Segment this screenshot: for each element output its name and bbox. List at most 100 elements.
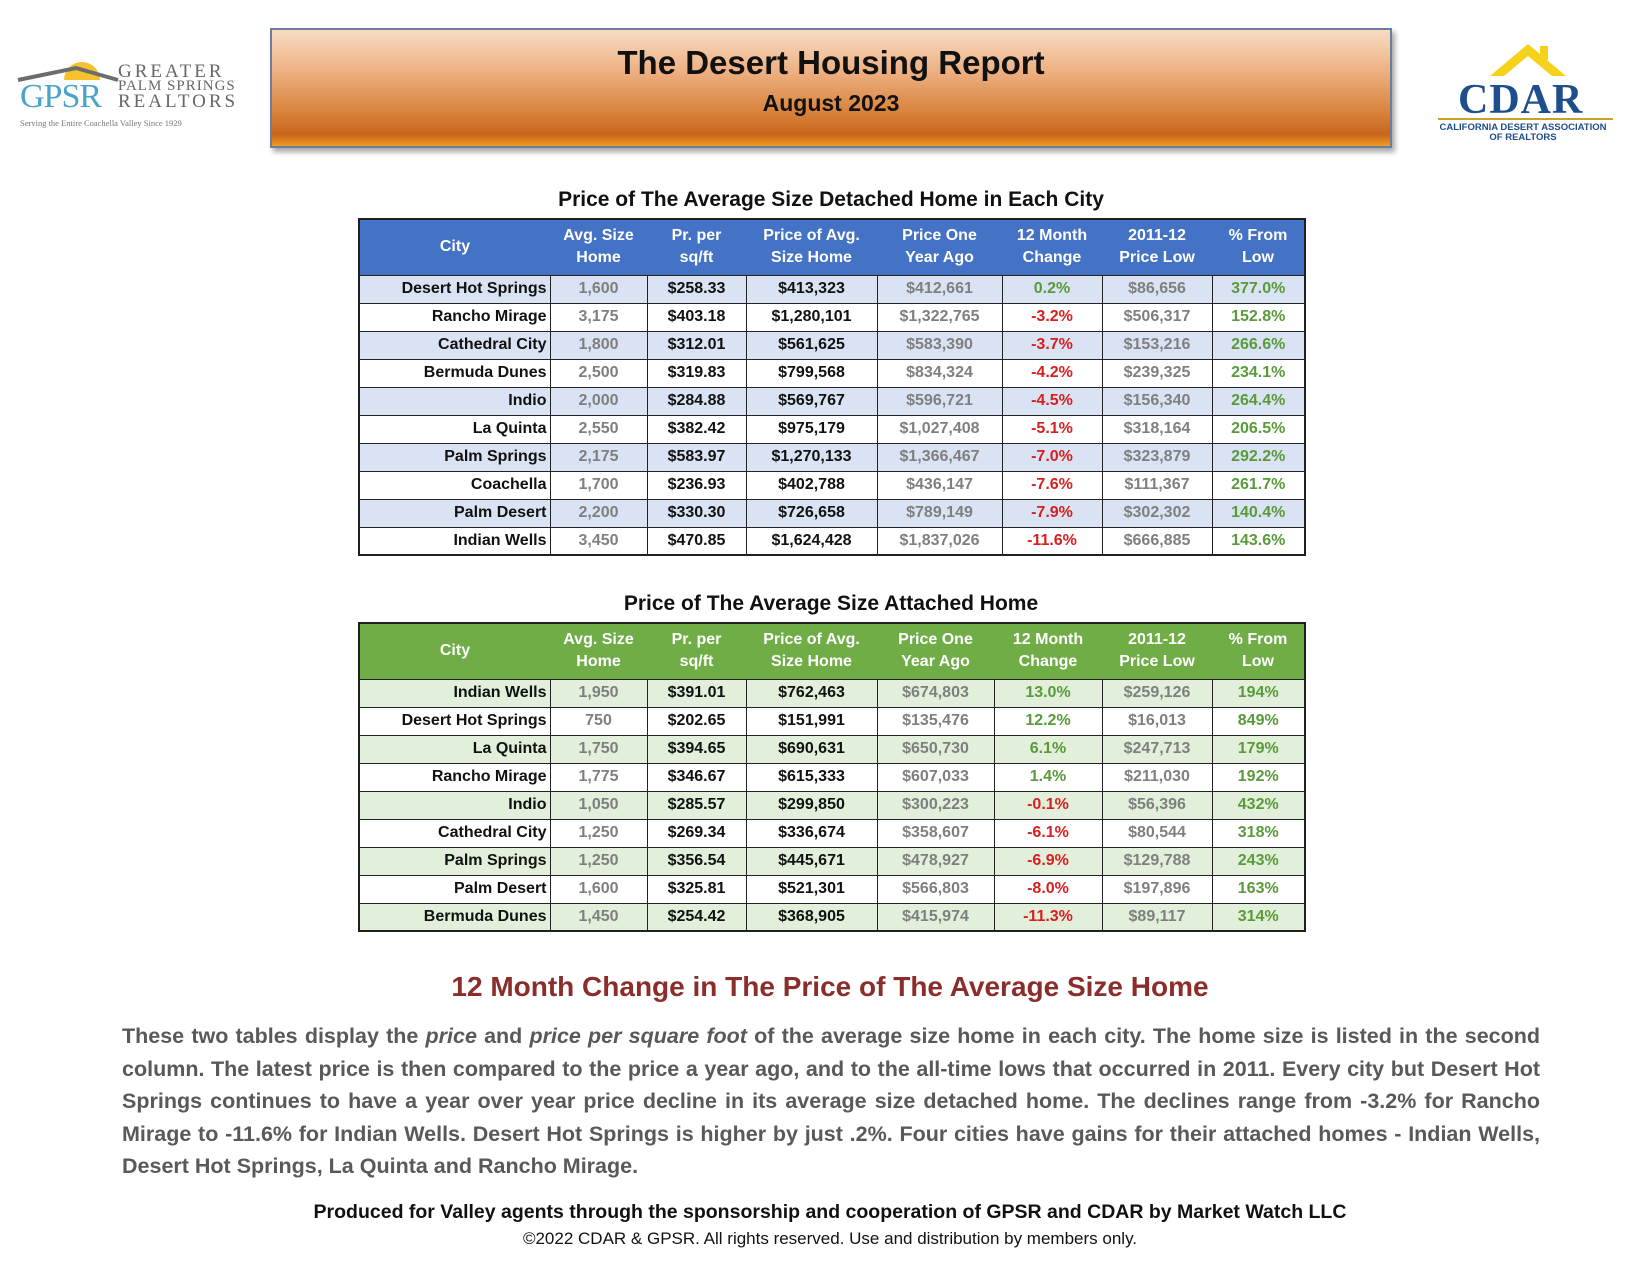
avg-price-cell: $975,179 (745, 414, 878, 444)
year-ago-price-cell: $1,322,765 (876, 302, 1003, 332)
column-header-line: 12 Month (1012, 631, 1084, 649)
year-ago-price-cell: $358,607 (876, 818, 995, 848)
twelve-month-change-cell: -4.5% (1001, 386, 1103, 416)
column-header-line: 2011-12 (1128, 227, 1186, 245)
percent-from-low-cell: 140.4% (1211, 498, 1306, 528)
price-per-sqft-cell: $391.01 (646, 678, 747, 708)
avg-price-cell: $521,301 (745, 874, 878, 904)
avg-size-cell: 2,000 (549, 386, 648, 416)
avg-size-cell: 1,600 (549, 274, 648, 304)
avg-price-cell: $445,671 (745, 846, 878, 876)
year-ago-price-cell: $300,223 (876, 790, 995, 820)
table-row: Bermuda Dunes 2,500 $319.83 $799,568 $834,32… (358, 358, 1306, 388)
year-ago-price-cell: $1,027,408 (876, 414, 1003, 444)
avg-size-cell: 1,775 (549, 762, 648, 792)
column-header: 12 Month Change (994, 623, 1102, 679)
avg-price-cell: $762,463 (745, 678, 878, 708)
column-header: Price of Avg. Size Home (746, 219, 877, 275)
cdar-name-line2: OF REALTORS (1489, 132, 1557, 143)
column-header: City (359, 623, 550, 679)
table-row: Indian Wells 3,450 $470.85 $1,624,428 $1,837… (358, 526, 1306, 556)
percent-from-low-cell: 194% (1211, 678, 1306, 708)
avg-size-cell: 1,950 (549, 678, 648, 708)
year-ago-price-cell: $583,390 (876, 330, 1003, 360)
price-per-sqft-cell: $403.18 (646, 302, 747, 332)
avg-size-cell: 1,600 (549, 874, 648, 904)
detached-home-table: City Avg. Size Home Pr. per sq/ft Price of Av… (358, 218, 1306, 556)
percent-from-low-cell: 292.2% (1211, 442, 1306, 472)
column-header-line: sq/ft (679, 249, 714, 267)
percent-from-low-cell: 318% (1211, 818, 1306, 848)
avg-size-cell: 1,450 (549, 902, 648, 932)
percent-from-low-cell: 163% (1211, 874, 1306, 904)
city-cell: Cathedral City (358, 818, 551, 848)
commentary-emphasis-price: price (425, 1024, 477, 1048)
report-title-banner: The Desert Housing Report August 2023 (270, 28, 1392, 148)
table-row: Bermuda Dunes 1,450 $254.42 $368,905 $415,97… (358, 902, 1306, 932)
footer-credits: Produced for Valley agents through the s… (313, 1201, 1347, 1223)
column-header: 2011-12 Price Low (1102, 623, 1212, 679)
avg-size-cell: 1,250 (549, 846, 648, 876)
twelve-month-change-cell: -5.1% (1001, 414, 1103, 444)
price-per-sqft-cell: $325.81 (646, 874, 747, 904)
price-per-sqft-cell: $269.34 (646, 818, 747, 848)
avg-size-cell: 1,050 (549, 790, 648, 820)
column-header-line: sq/ft (679, 653, 714, 671)
column-header-line: Home (576, 249, 621, 267)
year-ago-price-cell: $412,661 (876, 274, 1003, 304)
avg-price-cell: $402,788 (745, 470, 878, 500)
column-header: Pr. per sq/ft (647, 219, 746, 275)
gpsr-full-name: GREATER PALM SPRINGS REALTORS (118, 62, 238, 111)
price-low-cell: $56,396 (1101, 790, 1213, 820)
table-row: Coachella 1,700 $236.93 $402,788 $436,147 -7.… (358, 470, 1306, 500)
price-low-cell: $247,713 (1101, 734, 1213, 764)
city-cell: Indio (358, 790, 551, 820)
column-header: 12 Month Change (1002, 219, 1102, 275)
cdar-name-line1: CALIFORNIA DESERT ASSOCIATION (1439, 122, 1607, 133)
city-cell: La Quinta (358, 734, 551, 764)
table-row: Palm Desert 2,200 $330.30 $726,658 $789,149-… (358, 498, 1306, 528)
gpsr-abbreviation: GPSR (20, 78, 102, 115)
year-ago-price-cell: $789,149 (876, 498, 1003, 528)
twelve-month-change-cell: 0.2% (1001, 274, 1103, 304)
table-row: Cathedral City 1,800 $312.01 $561,625 $583,3… (358, 330, 1306, 360)
twelve-month-change-cell: -6.9% (993, 846, 1103, 876)
price-per-sqft-cell: $319.83 (646, 358, 747, 388)
column-header: Price One Year Ago (877, 219, 1002, 275)
avg-price-cell: $1,624,428 (745, 526, 878, 556)
house-roof-icon (1490, 44, 1566, 76)
table-row: Desert Hot Springs 750 $202.65 $151,991 $135… (358, 706, 1306, 736)
price-low-cell: $323,879 (1101, 442, 1213, 472)
city-cell: Palm Desert (358, 498, 551, 528)
percent-from-low-cell: 234.1% (1211, 358, 1306, 388)
price-per-sqft-cell: $284.88 (646, 386, 747, 416)
avg-price-cell: $413,323 (745, 274, 878, 304)
twelve-month-change-cell: -7.0% (1001, 442, 1103, 472)
year-ago-price-cell: $478,927 (876, 846, 995, 876)
commentary-text-3: of the average size home in each city. T… (122, 1024, 1541, 1178)
year-ago-price-cell: $674,803 (876, 678, 995, 708)
column-header-line: Price Low (1119, 653, 1195, 671)
price-low-cell: $80,544 (1101, 818, 1213, 848)
twelve-month-change-cell: -6.1% (993, 818, 1103, 848)
column-header-line: Pr. per (671, 227, 722, 245)
price-per-sqft-cell: $583.97 (646, 442, 747, 472)
avg-size-cell: 2,550 (549, 414, 648, 444)
commentary-emphasis-ppsf: price per square foot (529, 1024, 747, 1048)
percent-from-low-cell: 143.6% (1211, 526, 1306, 556)
city-cell: Rancho Mirage (358, 762, 551, 792)
city-cell: Desert Hot Springs (358, 706, 551, 736)
table-row: Palm Desert 1,600 $325.81 $521,301 $566,803-… (358, 874, 1306, 904)
price-low-cell: $211,030 (1101, 762, 1213, 792)
table-row: La Quinta 2,550 $382.42 $975,179 $1,027,408-… (358, 414, 1306, 444)
year-ago-price-cell: $1,366,467 (876, 442, 1003, 472)
year-ago-price-cell: $1,837,026 (876, 526, 1003, 556)
commentary-heading: 12 Month Change in The Price of The Aver… (451, 971, 1209, 1002)
year-ago-price-cell: $415,974 (876, 902, 995, 932)
twelve-month-change-cell: -3.7% (1001, 330, 1103, 360)
price-low-cell: $89,117 (1101, 902, 1213, 932)
column-header-line: Change (1018, 653, 1078, 671)
table-row: Rancho Mirage 1,775 $346.67 $615,333 $607,03… (358, 762, 1306, 792)
city-cell: La Quinta (358, 414, 551, 444)
city-cell: Indian Wells (358, 526, 551, 556)
